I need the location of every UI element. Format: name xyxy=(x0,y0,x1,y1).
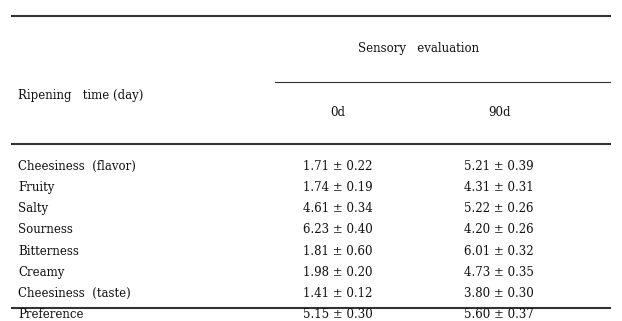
Text: 5.60 ± 0.37: 5.60 ± 0.37 xyxy=(464,308,534,321)
Text: 5.21 ± 0.39: 5.21 ± 0.39 xyxy=(464,160,534,173)
Text: 1.98 ± 0.20: 1.98 ± 0.20 xyxy=(303,266,373,279)
Text: 4.61 ± 0.34: 4.61 ± 0.34 xyxy=(303,202,373,215)
Text: 90d: 90d xyxy=(488,106,510,119)
Text: 4.31 ± 0.31: 4.31 ± 0.31 xyxy=(464,181,534,194)
Text: 6.23 ± 0.40: 6.23 ± 0.40 xyxy=(303,223,373,237)
Text: Creamy: Creamy xyxy=(19,266,65,279)
Text: 0d: 0d xyxy=(330,106,345,119)
Text: Ripening   time (day): Ripening time (day) xyxy=(19,89,144,102)
Text: Sensory   evaluation: Sensory evaluation xyxy=(358,41,479,55)
Text: Salty: Salty xyxy=(19,202,49,215)
Text: 1.71 ± 0.22: 1.71 ± 0.22 xyxy=(303,160,373,173)
Text: 4.20 ± 0.26: 4.20 ± 0.26 xyxy=(464,223,534,237)
Text: Cheesiness  (taste): Cheesiness (taste) xyxy=(19,287,131,300)
Text: 6.01 ± 0.32: 6.01 ± 0.32 xyxy=(464,245,534,257)
Text: 5.15 ± 0.30: 5.15 ± 0.30 xyxy=(303,308,373,321)
Text: Sourness: Sourness xyxy=(19,223,73,237)
Text: 4.73 ± 0.35: 4.73 ± 0.35 xyxy=(464,266,534,279)
Text: Cheesiness  (flavor): Cheesiness (flavor) xyxy=(19,160,136,173)
Text: Bitterness: Bitterness xyxy=(19,245,79,257)
Text: 1.41 ± 0.12: 1.41 ± 0.12 xyxy=(303,287,373,300)
Text: 1.81 ± 0.60: 1.81 ± 0.60 xyxy=(303,245,373,257)
Text: 3.80 ± 0.30: 3.80 ± 0.30 xyxy=(464,287,534,300)
Text: Fruity: Fruity xyxy=(19,181,55,194)
Text: Preference: Preference xyxy=(19,308,84,321)
Text: 1.74 ± 0.19: 1.74 ± 0.19 xyxy=(303,181,373,194)
Text: 5.22 ± 0.26: 5.22 ± 0.26 xyxy=(465,202,534,215)
